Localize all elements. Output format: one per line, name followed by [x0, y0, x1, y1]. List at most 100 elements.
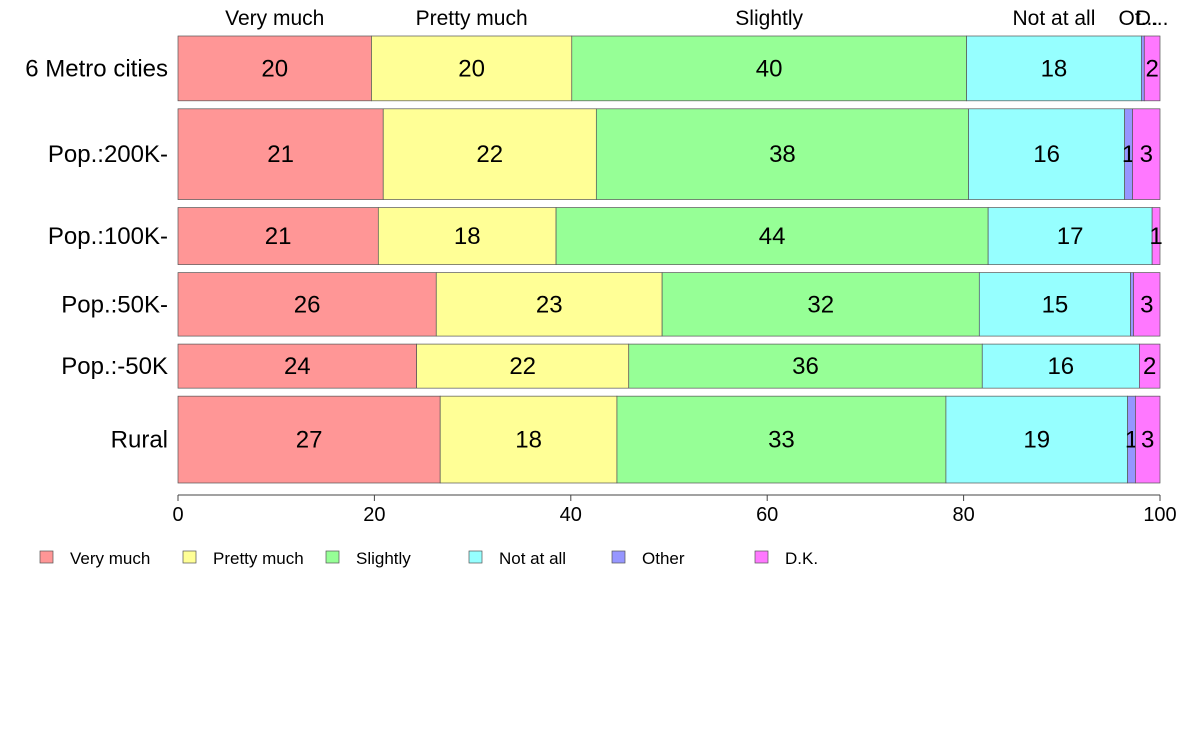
data-label: 21 [267, 141, 294, 168]
x-tick-label: 0 [172, 504, 183, 526]
legend-item: Not at all [468, 549, 566, 568]
data-label: 3 [1141, 427, 1154, 454]
data-label: 16 [1047, 353, 1074, 380]
bar-row: 21 18 44 17 1 [177, 207, 1163, 265]
bar-row: 26 23 32 15 3 [177, 272, 1161, 337]
data-label: 26 [294, 291, 321, 318]
bar-segment [1130, 272, 1134, 337]
data-label: 21 [265, 223, 292, 250]
data-label: 38 [769, 141, 796, 168]
top-category-labels: Very much Pretty much Slightly Not at all Ot… [225, 7, 1168, 30]
data-label: 24 [284, 353, 311, 380]
data-label: 2 [1143, 353, 1156, 380]
row-label: 6 Metro cities [25, 55, 168, 82]
row-labels: 6 Metro cities Pop.:200K- Pop.:100K- Pop.:5… [25, 55, 168, 453]
legend-label: Pretty much [213, 549, 304, 568]
legend-item: Slightly [325, 549, 411, 568]
data-label: 1 [1149, 223, 1162, 250]
data-label: 22 [509, 353, 536, 380]
bar-segment [1151, 207, 1161, 265]
bar-segment [966, 35, 1142, 102]
bar-segment [1140, 35, 1145, 102]
data-label: 2 [1145, 55, 1158, 82]
data-label: 27 [296, 427, 323, 454]
x-tick-label: 80 [952, 504, 974, 526]
legend-label: Other [642, 549, 685, 568]
top-category-label: Pretty much [416, 7, 528, 30]
top-category-label: Very much [225, 7, 324, 30]
legend-swatch [182, 550, 197, 564]
bar-segment [981, 343, 1140, 389]
bar-row: 20 20 40 18 2 [177, 35, 1161, 102]
bar-segment [177, 395, 441, 484]
bar-segment [555, 207, 989, 265]
bar-segment [968, 108, 1125, 200]
bar-segment [1132, 108, 1161, 200]
row-label: Pop.:50K- [61, 291, 168, 318]
bars-group: 20 20 40 18 221 22 38 16 1 321 18 44 17 126 23 32 15 324 2… [177, 35, 1163, 484]
data-label: 19 [1023, 427, 1050, 454]
data-label: 44 [759, 223, 786, 250]
data-label: 33 [768, 427, 795, 454]
data-label: 15 [1042, 291, 1069, 318]
legend-label: Very much [70, 549, 150, 568]
row-label: Pop.:100K- [48, 223, 168, 250]
bar-segment [439, 395, 618, 484]
legend-swatch [325, 550, 340, 564]
bar-segment [616, 395, 947, 484]
data-label: 32 [807, 291, 834, 318]
bar-segment [661, 272, 980, 337]
data-label: 17 [1057, 223, 1084, 250]
data-label: 3 [1140, 291, 1153, 318]
legend-item: Other [611, 549, 685, 568]
bar-segment [416, 343, 630, 389]
row-label: Pop.:-50K [61, 353, 168, 380]
data-label: 18 [454, 223, 481, 250]
legend-label: Slightly [356, 549, 411, 568]
legend-label: Not at all [499, 549, 566, 568]
bar-segment [1133, 272, 1161, 337]
top-category-label: Not at all [1013, 7, 1096, 30]
data-label: 18 [1041, 55, 1068, 82]
data-label: 40 [756, 55, 783, 82]
bar-segment [1139, 343, 1161, 389]
row-label: Pop.:200K- [48, 141, 168, 168]
bar-segment [978, 272, 1131, 337]
bar-segment [371, 35, 573, 102]
bar-segment [377, 207, 557, 265]
legend-swatch [39, 550, 54, 564]
legend-swatch [754, 550, 769, 564]
data-label: 18 [515, 427, 542, 454]
bar-segment [1143, 35, 1161, 102]
bar-row: 27 18 33 19 1 3 [177, 395, 1161, 484]
legend-item: Very much [39, 549, 150, 568]
row-label: Rural [111, 427, 168, 454]
bar-segment [1135, 395, 1161, 484]
bar-segment [177, 343, 417, 389]
bar-segment [628, 343, 983, 389]
top-category-label: Slightly [735, 7, 803, 30]
bar-segment [382, 108, 597, 200]
bar-segment [987, 207, 1153, 265]
top-category-label: D... [1136, 7, 1169, 30]
bar-segment [177, 108, 384, 200]
data-label: 20 [458, 55, 485, 82]
bar-segment [177, 272, 437, 337]
bar-row: 21 22 38 16 1 3 [177, 108, 1161, 200]
x-tick-label: 100 [1143, 504, 1176, 526]
legend-swatch [468, 550, 483, 564]
bar-row: 24 22 36 16 2 [177, 343, 1161, 389]
data-label: 22 [476, 141, 503, 168]
x-tick-label: 60 [756, 504, 778, 526]
x-axis: 0 20 40 60 80 100 [172, 494, 1177, 526]
data-label: 1 [1125, 427, 1138, 454]
legend: Very much Pretty much Slightly Not at all Ot… [39, 549, 818, 568]
bar-segment [435, 272, 663, 337]
legend-item: D.K. [754, 549, 818, 568]
data-label: 20 [261, 55, 288, 82]
x-tick-label: 20 [363, 504, 385, 526]
legend-label: D.K. [785, 549, 818, 568]
data-label: 3 [1140, 141, 1153, 168]
bar-segment [595, 108, 969, 200]
